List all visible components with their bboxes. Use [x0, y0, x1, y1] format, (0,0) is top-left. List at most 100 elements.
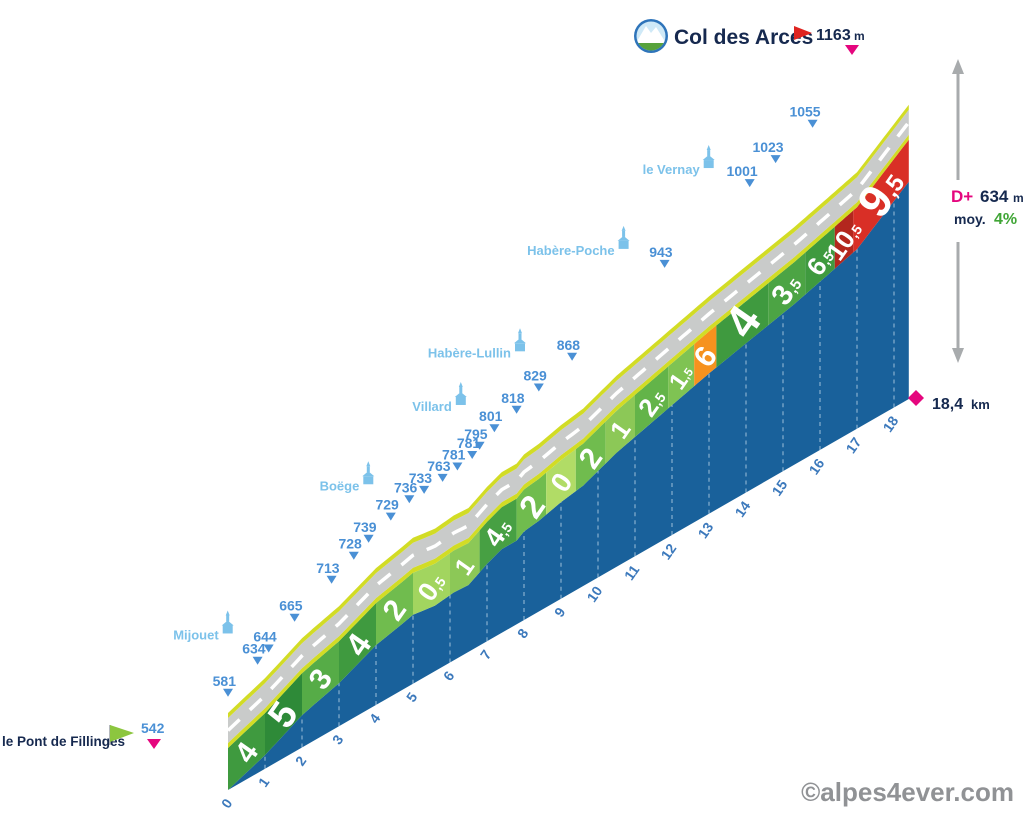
km-tick-group: 15 [768, 477, 790, 499]
km-tick-label: 12 [657, 540, 679, 562]
km-tick-label: 18 [879, 413, 901, 435]
elevation-label: 868 [557, 337, 581, 353]
summit-title: Col des Arces [674, 26, 813, 49]
gradient-segment [516, 472, 547, 541]
arrow-down-icon [952, 348, 964, 363]
place-label-group: le Vernay [643, 145, 715, 177]
marker-triangle-icon [263, 644, 274, 653]
place-label-group: Mijouet [173, 610, 234, 643]
gradient-segment [265, 673, 302, 756]
marker-triangle-icon [770, 155, 781, 164]
elevation-label: 829 [523, 368, 547, 384]
elevation-label: 795 [464, 426, 488, 442]
marker-triangle-icon [223, 688, 233, 697]
elevation-label: 581 [213, 673, 237, 689]
place-label-group: Habère-Lullin [428, 328, 526, 360]
elevation-label: 1023 [752, 139, 783, 155]
marker-triangle-icon [348, 551, 359, 560]
village-icon [617, 225, 630, 249]
elevation-label: 781 [442, 447, 466, 463]
km-tick-label: 13 [694, 519, 716, 541]
gradient-segment [302, 641, 339, 716]
marker-triangle-icon [533, 383, 544, 392]
arrow-up-icon [952, 59, 964, 74]
village-icon [221, 610, 234, 634]
elevation-label: 1055 [789, 104, 820, 120]
place-label-group: Villard [412, 381, 467, 414]
km-tick-label: 3 [329, 732, 347, 748]
km-tick-label: 8 [514, 625, 532, 641]
elevation-marker: 781 [442, 447, 466, 471]
km-tick-label: 17 [842, 434, 864, 456]
place-label: Habère-Poche [527, 243, 614, 258]
km-tick-group: 14 [731, 498, 753, 520]
dplus-unit: m [1013, 191, 1024, 205]
km-tick-group: 18 [879, 413, 901, 435]
elevation-marker: 736 [394, 479, 418, 504]
village-icon [362, 461, 375, 485]
summit-marker-icon [845, 45, 859, 55]
marker-triangle-icon [385, 512, 396, 521]
km-tick-label: 5 [403, 689, 421, 705]
km-tick-group: 5 [403, 689, 421, 705]
gradient-segment [479, 498, 517, 573]
place-label-group: Habère-Poche [527, 225, 630, 258]
gradient-segment [376, 572, 413, 646]
km-tick-group: 7 [477, 647, 495, 663]
summit-flag-icon [794, 26, 812, 40]
marker-triangle-icon [289, 613, 300, 622]
road-surface [228, 109, 909, 743]
gradient-segment [228, 713, 265, 790]
elevation-marker: 763 [427, 458, 451, 482]
elevation-marker: 943 [649, 244, 673, 268]
start-flag-icon [110, 725, 134, 742]
elevation-label: 733 [409, 470, 433, 486]
gradient-segment [834, 210, 854, 269]
km-tick-group: 8 [514, 625, 532, 641]
elevation-marker: 665 [279, 598, 303, 622]
distance-unit: km [971, 397, 990, 412]
gradient-segment [716, 283, 769, 368]
elevation-label: 1001 [727, 163, 758, 179]
km-tick-group: 4 [366, 710, 384, 726]
km-tick-label: 1 [255, 774, 273, 790]
elevation-marker: 729 [375, 497, 399, 521]
elevation-marker: 739 [353, 519, 377, 543]
elevation-marker: 1001 [727, 163, 758, 188]
km-tick-group: 6 [440, 668, 458, 684]
marker-triangle-icon [326, 575, 337, 584]
watermark: ©alpes4ever.com [801, 777, 1014, 807]
elevation-label: 818 [501, 390, 525, 406]
km-tick-group: 17 [842, 434, 864, 456]
marker-triangle-icon [467, 451, 478, 459]
village-icon [514, 328, 526, 352]
dplus-value: 634 [980, 187, 1009, 206]
marker-triangle-icon [363, 534, 374, 543]
stats-group: D+ 634 m moy. 4% [951, 59, 1024, 363]
gradient-segment [546, 449, 576, 515]
elevation-label: 781 [457, 435, 481, 451]
km-tick-label: 0 [218, 795, 236, 811]
distance-marker-icon [908, 390, 924, 406]
elevation-label: 713 [316, 560, 340, 576]
mountain-body [228, 181, 909, 790]
elevation-marker: 713 [316, 560, 340, 584]
gradient-segment [853, 139, 909, 253]
km-tick-group: 3 [329, 732, 347, 748]
village-icon [702, 145, 715, 169]
km-tick-label: 7 [477, 647, 495, 663]
elevation-label: 736 [394, 479, 418, 495]
km-tick-group: 13 [694, 519, 716, 541]
gradient-value-group: 0,5 [412, 574, 450, 607]
avg-value: 4% [994, 211, 1017, 228]
summit-elevation-unit: m [854, 29, 865, 43]
gradient-segment [668, 344, 695, 409]
km-tick-group: 12 [657, 540, 679, 562]
elevation-marker: 795 [464, 426, 488, 450]
km-tick-group: 0 [218, 795, 236, 811]
marker-triangle-icon [511, 405, 522, 414]
avg-label: moy. [954, 211, 986, 227]
summit-group: Col des Arces 1163 m [634, 19, 865, 55]
